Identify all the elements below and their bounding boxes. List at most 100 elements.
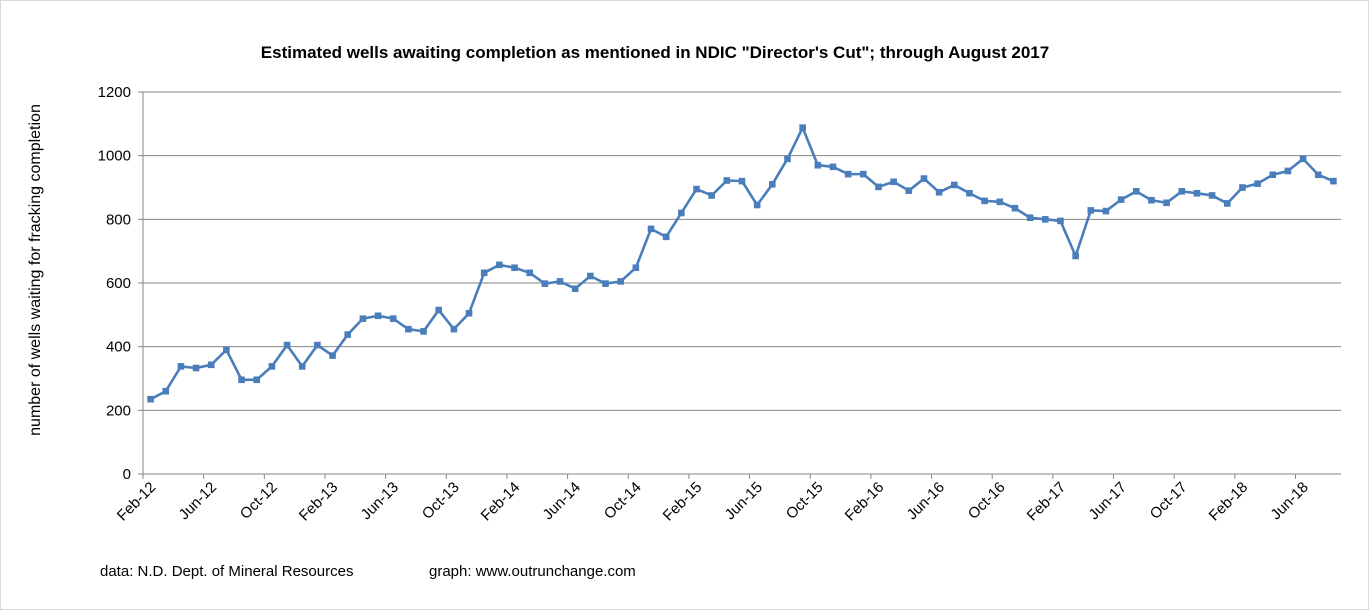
data-point-64 xyxy=(1117,196,1125,203)
data-point-55 xyxy=(981,197,988,205)
data-point-21 xyxy=(465,309,473,317)
data-point-73 xyxy=(1254,180,1261,187)
data-point-25 xyxy=(526,269,533,277)
data-point-7 xyxy=(253,376,261,384)
data-point-0 xyxy=(147,395,154,403)
x-tick-label-Jun-18: Jun-18 xyxy=(1267,479,1311,523)
data-point-13 xyxy=(344,331,352,338)
y-tick-label-400: 400 xyxy=(106,339,131,356)
chart-title: Estimated wells awaiting completion as m… xyxy=(260,43,1050,62)
data-point-61 xyxy=(1072,252,1079,260)
data-point-58 xyxy=(1026,214,1034,222)
data-point-33 xyxy=(647,225,655,233)
data-point-8 xyxy=(268,363,276,370)
data-point-62 xyxy=(1087,207,1095,214)
series-group xyxy=(147,124,1337,403)
x-tick-label-Jun-16: Jun-16 xyxy=(904,479,948,523)
data-point-5 xyxy=(223,346,230,354)
data-point-57 xyxy=(1011,204,1019,212)
data-point-34 xyxy=(662,233,670,241)
y-tick-label-200: 200 xyxy=(106,402,131,419)
footer-graph: graph: www.outrunchange.com xyxy=(429,563,636,580)
data-point-28 xyxy=(571,285,579,293)
data-point-69 xyxy=(1193,189,1201,197)
data-point-71 xyxy=(1223,200,1231,207)
data-point-32 xyxy=(632,264,640,272)
x-tick-label-Oct-15: Oct-15 xyxy=(783,479,827,523)
data-point-76 xyxy=(1299,155,1307,163)
data-point-10 xyxy=(298,363,306,370)
x-tick-label-Oct-12: Oct-12 xyxy=(237,479,281,523)
data-point-72 xyxy=(1239,184,1246,191)
data-point-63 xyxy=(1102,207,1110,215)
data-point-22 xyxy=(480,269,488,277)
x-tick-label-Feb-15: Feb-15 xyxy=(660,479,706,525)
data-point-36 xyxy=(693,185,700,193)
data-point-20 xyxy=(450,325,458,333)
data-point-39 xyxy=(738,177,746,185)
data-point-23 xyxy=(496,261,503,269)
x-tick-label-Feb-14: Feb-14 xyxy=(478,479,524,525)
data-point-35 xyxy=(678,209,685,217)
x-tick-label-Feb-12: Feb-12 xyxy=(114,479,160,525)
data-point-60 xyxy=(1057,217,1064,225)
data-point-12 xyxy=(329,352,336,359)
gridlines xyxy=(143,91,1341,411)
x-tick-label-Oct-16: Oct-16 xyxy=(965,479,1009,523)
y-tick-labels: 0 200 400 600 800 1000 1200 xyxy=(98,84,131,483)
y-tick-label-600: 600 xyxy=(106,275,131,292)
footer-source: data: N.D. Dept. of Mineral Resources xyxy=(100,563,354,580)
data-point-24 xyxy=(511,264,518,272)
data-point-78 xyxy=(1330,177,1337,185)
data-point-53 xyxy=(951,181,958,189)
data-point-11 xyxy=(314,341,321,349)
axes xyxy=(138,91,1341,479)
data-point-18 xyxy=(420,328,427,335)
data-point-48 xyxy=(875,183,882,191)
data-point-47 xyxy=(860,170,867,178)
x-tick-labels: Feb-12 Jun-12 Oct-12 Feb-13 Jun-13 Oct-13 Feb-… xyxy=(114,479,1312,525)
data-point-17 xyxy=(405,325,412,333)
data-point-29 xyxy=(587,272,594,280)
data-point-51 xyxy=(920,175,928,182)
y-tick-label-1000: 1000 xyxy=(98,148,131,165)
data-point-56 xyxy=(996,198,1004,206)
data-point-75 xyxy=(1284,167,1292,175)
data-point-50 xyxy=(905,187,913,194)
y-tick-label-1200: 1200 xyxy=(98,84,131,101)
data-point-42 xyxy=(784,155,791,163)
data-point-19 xyxy=(435,306,443,314)
x-tick-label-Jun-14: Jun-14 xyxy=(540,479,584,523)
x-tick-label-Feb-13: Feb-13 xyxy=(296,479,342,525)
data-point-65 xyxy=(1132,188,1140,195)
data-point-68 xyxy=(1178,188,1186,195)
x-tick-label-Feb-17: Feb-17 xyxy=(1024,479,1070,525)
data-point-52 xyxy=(935,188,943,196)
series-line-0 xyxy=(149,126,1334,401)
data-point-27 xyxy=(556,278,564,285)
data-point-77 xyxy=(1314,171,1322,179)
data-point-4 xyxy=(207,361,215,369)
data-point-70 xyxy=(1208,192,1216,199)
x-tick-label-Feb-16: Feb-16 xyxy=(842,479,888,525)
data-point-6 xyxy=(238,376,245,384)
data-point-40 xyxy=(753,201,761,209)
data-point-9 xyxy=(283,341,291,349)
x-tick-label-Oct-13: Oct-13 xyxy=(419,479,463,523)
data-point-30 xyxy=(602,280,609,287)
x-tick-label-Feb-18: Feb-18 xyxy=(1206,479,1252,525)
data-point-66 xyxy=(1148,196,1155,204)
data-point-14 xyxy=(359,315,367,322)
data-point-38 xyxy=(723,177,731,184)
data-point-44 xyxy=(814,161,822,169)
data-point-46 xyxy=(844,170,852,178)
data-point-31 xyxy=(617,278,624,285)
data-point-49 xyxy=(890,178,897,186)
data-point-2 xyxy=(177,363,185,370)
data-point-15 xyxy=(374,312,382,320)
x-tick-label-Oct-17: Oct-17 xyxy=(1147,479,1191,523)
data-point-41 xyxy=(769,181,776,188)
x-tick-label-Jun-15: Jun-15 xyxy=(722,479,766,523)
x-tick-label-Jun-17: Jun-17 xyxy=(1085,479,1129,523)
